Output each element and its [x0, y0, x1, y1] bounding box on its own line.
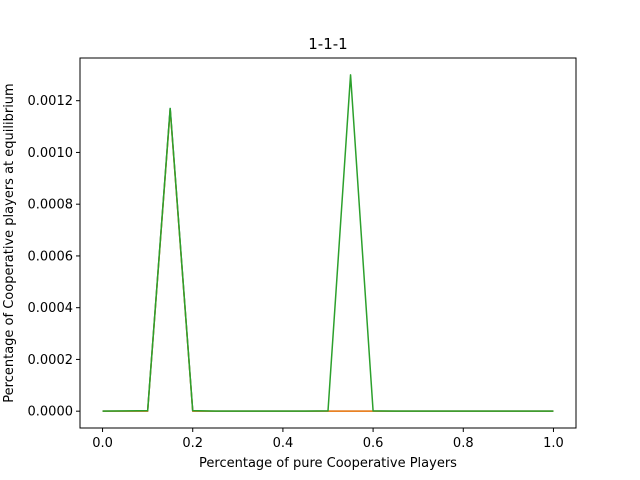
- y-tick-label: 0.0006: [28, 249, 74, 264]
- y-tick-label: 0.0000: [28, 405, 74, 420]
- x-tick-label: 0.0: [92, 436, 113, 451]
- y-tick-label: 0.0004: [28, 301, 74, 316]
- y-tick-label: 0.0002: [28, 353, 74, 368]
- series-line-3: [102, 74, 554, 412]
- x-tick-label: 0.2: [182, 436, 203, 451]
- y-tick-label: 0.0010: [28, 146, 74, 161]
- x-axis-ticks: 0.0 0.2 0.4 0.6 0.8 1.0: [92, 428, 564, 451]
- series-layer: [102, 74, 554, 412]
- y-axis-ticks: 0.0000 0.0002 0.0004 0.0006 0.0008 0.0010 0.00…: [28, 94, 80, 420]
- y-axis-title: Percentage of Cooperative players at equ…: [2, 83, 17, 402]
- chart-title: 1-1-1: [308, 35, 347, 53]
- x-tick-label: 0.8: [453, 436, 474, 451]
- x-axis-title: Percentage of pure Cooperative Players: [199, 456, 457, 471]
- x-tick-label: 0.6: [363, 436, 384, 451]
- plot-area: [80, 58, 576, 428]
- x-tick-label: 0.4: [273, 436, 294, 451]
- x-tick-label: 1.0: [543, 436, 564, 451]
- plot-frame: [79, 57, 577, 429]
- y-tick-label: 0.0008: [28, 198, 74, 213]
- y-tick-label: 0.0012: [28, 94, 74, 109]
